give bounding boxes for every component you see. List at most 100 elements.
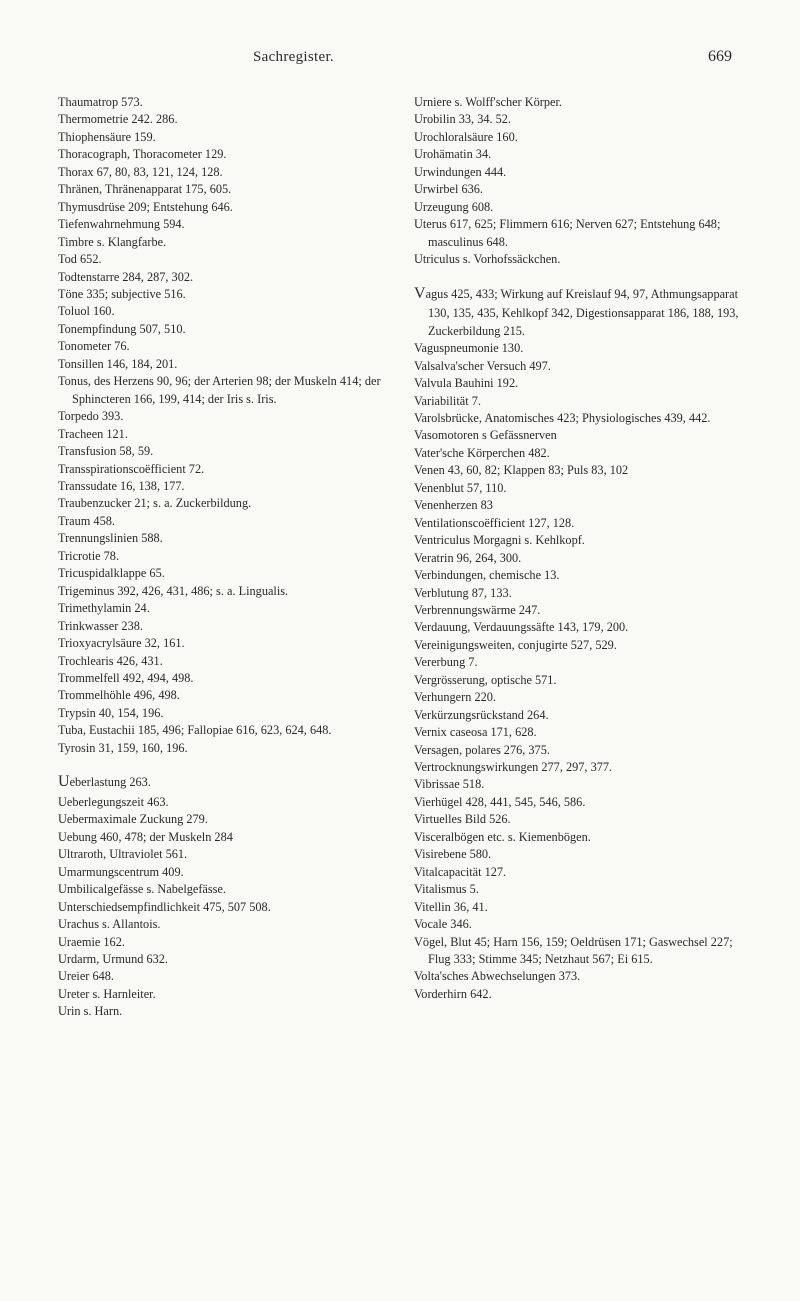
- index-entry: Thermometrie 242. 286.: [58, 111, 386, 128]
- index-entry: Tonometer 76.: [58, 338, 386, 355]
- index-entry: Valvula Bauhini 192.: [414, 375, 742, 392]
- index-entry: Timbre s. Klangfarbe.: [58, 234, 386, 251]
- index-entry: Vögel, Blut 45; Harn 156, 159; Oeldrüsen…: [414, 934, 742, 969]
- index-entry: Tricrotie 78.: [58, 548, 386, 565]
- index-entry: Töne 335; subjective 516.: [58, 286, 386, 303]
- index-entry: Vererbung 7.: [414, 654, 742, 671]
- index-entry: Tyrosin 31, 159, 160, 196.: [58, 740, 386, 757]
- index-entry: Umbilicalgefässe s. Nabelgefässe.: [58, 881, 386, 898]
- index-entry: Varolsbrücke, Anatomisches 423; Physiolo…: [414, 410, 742, 427]
- index-entry: Umarmungscentrum 409.: [58, 864, 386, 881]
- index-entry: Trennungslinien 588.: [58, 530, 386, 547]
- index-entry: Traubenzucker 21; s. a. Zuckerbildung.: [58, 495, 386, 512]
- section-letter: U: [58, 773, 70, 790]
- index-entry: Vitalcapacität 127.: [414, 864, 742, 881]
- index-entry: Ureter s. Harnleiter.: [58, 986, 386, 1003]
- index-entry: Tonsillen 146, 184, 201.: [58, 356, 386, 373]
- index-entry: Tod 652.: [58, 251, 386, 268]
- index-entry: Traum 458.: [58, 513, 386, 530]
- index-entry: Visirebene 580.: [414, 846, 742, 863]
- index-entry: Verkürzungsrückstand 264.: [414, 707, 742, 724]
- index-entry: Ueberlastung 263.: [58, 771, 386, 794]
- page-content: Sachregister. 669 Thaumatrop 573.Thermom…: [0, 0, 800, 1061]
- index-entry: Ventilationscoëfficient 127, 128.: [414, 515, 742, 532]
- page-number: 669: [708, 48, 732, 66]
- section-break: [414, 269, 742, 283]
- index-entry: Torpedo 393.: [58, 408, 386, 425]
- index-entry: Venenblut 57, 110.: [414, 480, 742, 497]
- index-entry: Vertrocknungswirkungen 277, 297, 377.: [414, 759, 742, 776]
- index-entry: Vitellin 36, 41.: [414, 899, 742, 916]
- index-entry: Trommelhöhle 496, 498.: [58, 687, 386, 704]
- left-column: Thaumatrop 573.Thermometrie 242. 286.Thi…: [58, 94, 386, 1021]
- section-letter: V: [414, 285, 426, 302]
- index-entry: Thränen, Thränenapparat 175, 605.: [58, 181, 386, 198]
- index-entry: Ueberlegungszeit 463.: [58, 794, 386, 811]
- columns-container: Thaumatrop 573.Thermometrie 242. 286.Thi…: [58, 94, 742, 1021]
- index-entry: Valsalva'scher Versuch 497.: [414, 358, 742, 375]
- header-title: Sachregister.: [253, 49, 334, 66]
- index-entry: Volta'sches Abwechselungen 373.: [414, 968, 742, 985]
- index-entry: Trochlearis 426, 431.: [58, 653, 386, 670]
- right-top-section: Urniere s. Wolff'scher Körper.Urobilin 3…: [414, 94, 742, 269]
- index-entry: Variabilität 7.: [414, 393, 742, 410]
- index-entry: Utriculus s. Vorhofssäckchen.: [414, 251, 742, 268]
- index-entry: Verbrennungswärme 247.: [414, 602, 742, 619]
- index-entry: Tricuspidalklappe 65.: [58, 565, 386, 582]
- index-entry: Verdauung, Verdauungssäfte 143, 179, 200…: [414, 619, 742, 636]
- index-entry: Urachus s. Allantois.: [58, 916, 386, 933]
- index-entry: Transspirationscoëfficient 72.: [58, 461, 386, 478]
- index-entry: Tiefenwahrnehmung 594.: [58, 216, 386, 233]
- page-header: Sachregister. 669: [58, 48, 742, 66]
- index-entry: Tonus, des Herzens 90, 96; der Arterien …: [58, 373, 386, 408]
- index-entry: Verbindungen, chemische 13.: [414, 567, 742, 584]
- index-entry: Ultraroth, Ultraviolet 561.: [58, 846, 386, 863]
- index-entry: Vasomotoren s Gefässnerven: [414, 427, 742, 444]
- left-u-section: Ueberlastung 263.Ueberlegungszeit 463. Ue…: [58, 771, 386, 1021]
- index-entry: Urohämatin 34.: [414, 146, 742, 163]
- index-entry: Vierhügel 428, 441, 545, 546, 586.: [414, 794, 742, 811]
- index-entry: Virtuelles Bild 526.: [414, 811, 742, 828]
- index-entry: Urzeugung 608.: [414, 199, 742, 216]
- index-entry: Vocale 346.: [414, 916, 742, 933]
- index-entry: Vitalismus 5.: [414, 881, 742, 898]
- index-entry: Unterschiedsempfindlichkeit 475, 507 508…: [58, 899, 386, 916]
- index-entry: Urochloralsäure 160.: [414, 129, 742, 146]
- index-entry: Ventriculus Morgagni s. Kehlkopf.: [414, 532, 742, 549]
- index-entry: Trommelfell 492, 494, 498.: [58, 670, 386, 687]
- index-entry: Tuba, Eustachii 185, 496; Fallopiae 616,…: [58, 722, 386, 739]
- index-entry: Vergrösserung, optische 571.: [414, 672, 742, 689]
- index-entry: Vereinigungsweiten, conjugirte 527, 529.: [414, 637, 742, 654]
- section-break: [58, 757, 386, 771]
- index-entry: Venen 43, 60, 82; Klappen 83; Puls 83, 1…: [414, 462, 742, 479]
- index-entry: Urniere s. Wolff'scher Körper.: [414, 94, 742, 111]
- index-entry: Verblutung 87, 133.: [414, 585, 742, 602]
- index-entry: Transsudate 16, 138, 177.: [58, 478, 386, 495]
- index-entry: Thoracograph, Thoracometer 129.: [58, 146, 386, 163]
- index-entry: Thaumatrop 573.: [58, 94, 386, 111]
- index-entry: Visceralbögen etc. s. Kiemenbögen.: [414, 829, 742, 846]
- index-entry: Trigeminus 392, 426, 431, 486; s. a. Lin…: [58, 583, 386, 600]
- index-entry: Urwirbel 636.: [414, 181, 742, 198]
- index-entry: Trimethylamin 24.: [58, 600, 386, 617]
- index-entry: Todtenstarre 284, 287, 302.: [58, 269, 386, 286]
- index-entry: Venenherzen 83: [414, 497, 742, 514]
- right-column: Urniere s. Wolff'scher Körper.Urobilin 3…: [414, 94, 742, 1021]
- index-entry: Ureier 648.: [58, 968, 386, 985]
- index-entry: Toluol 160.: [58, 303, 386, 320]
- index-entry: Verhungern 220.: [414, 689, 742, 706]
- index-entry: Uraemie 162.: [58, 934, 386, 951]
- index-entry: Veratrin 96, 264, 300.: [414, 550, 742, 567]
- index-entry: Uebung 460, 478; der Muskeln 284: [58, 829, 386, 846]
- index-entry: Tonempfindung 507, 510.: [58, 321, 386, 338]
- index-entry: Urobilin 33, 34. 52.: [414, 111, 742, 128]
- index-entry: Urin s. Harn.: [58, 1003, 386, 1020]
- index-entry: Tracheen 121.: [58, 426, 386, 443]
- index-entry: Vorderhirn 642.: [414, 986, 742, 1003]
- index-entry: Trypsin 40, 154, 196.: [58, 705, 386, 722]
- right-v-section: Vagus 425, 433; Wirkung auf Kreislauf 94…: [414, 283, 742, 1004]
- index-entry: Versagen, polares 276, 375.: [414, 742, 742, 759]
- index-entry: Trinkwasser 238.: [58, 618, 386, 635]
- index-entry: Vibrissae 518.: [414, 776, 742, 793]
- index-entry: Thorax 67, 80, 83, 121, 124, 128.: [58, 164, 386, 181]
